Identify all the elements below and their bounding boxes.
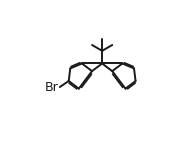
Text: Br: Br — [45, 81, 59, 94]
